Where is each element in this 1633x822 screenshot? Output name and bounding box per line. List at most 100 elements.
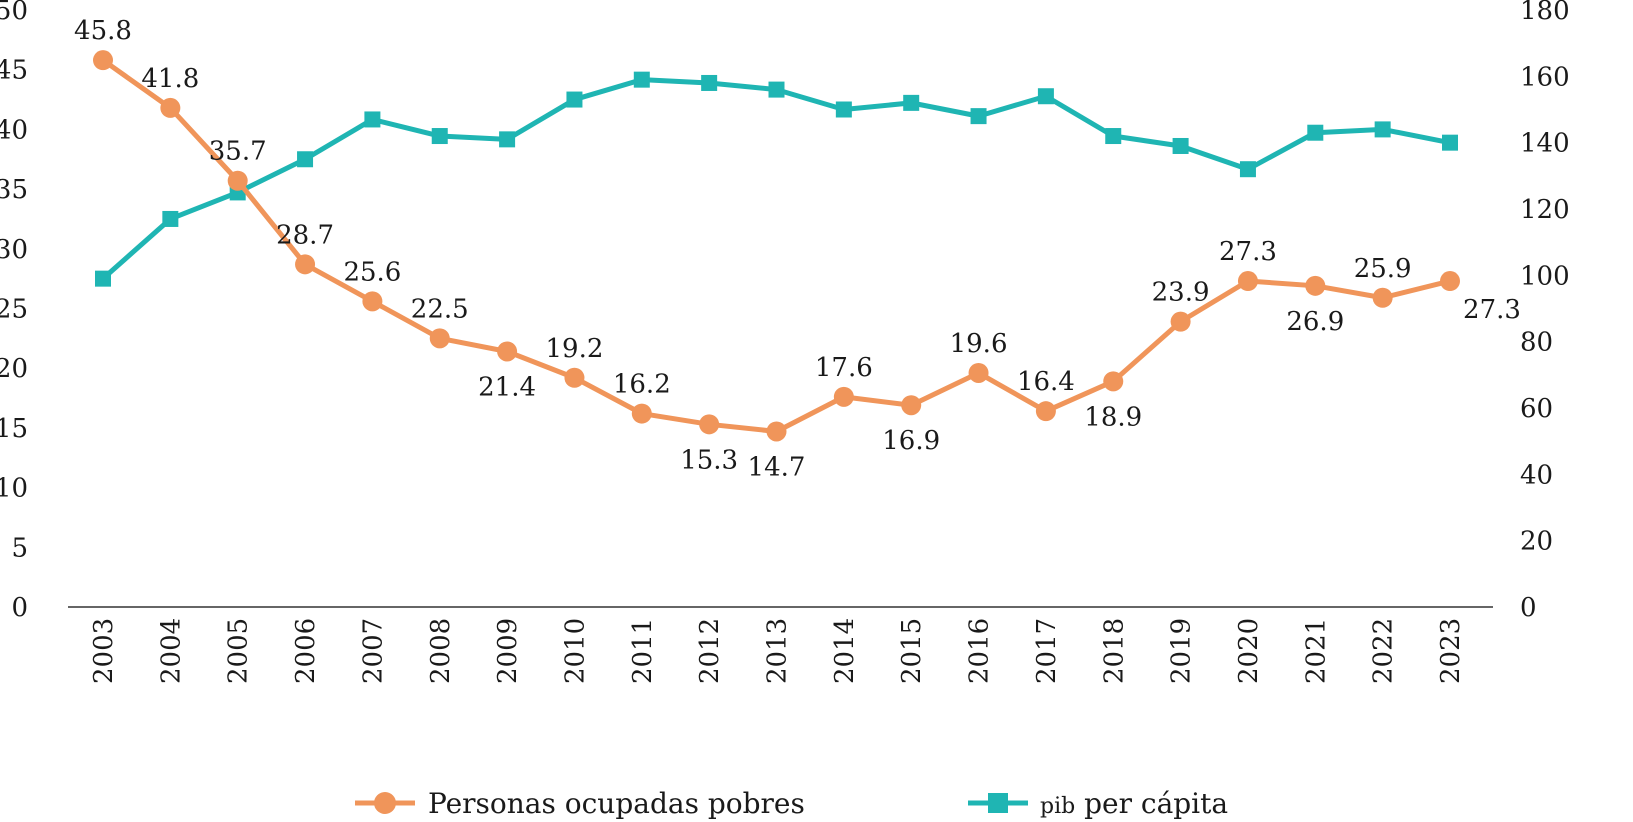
pib-point <box>835 101 852 118</box>
left-tick-label: 40 <box>0 115 28 145</box>
data-label: 27.3 <box>1463 295 1521 325</box>
personas-point <box>901 395 922 416</box>
right-tick-label: 140 <box>1520 129 1570 159</box>
pib-point <box>297 151 314 168</box>
pib-point <box>768 81 785 98</box>
x-tick-label: 2021 <box>1301 618 1331 684</box>
plot-area <box>93 50 1460 442</box>
data-label: 41.8 <box>141 64 199 94</box>
data-label: 28.7 <box>276 220 334 250</box>
x-tick-label: 2017 <box>1032 618 1062 684</box>
left-tick-label: 20 <box>0 354 28 384</box>
x-tick-label: 2016 <box>965 618 995 684</box>
personas-point <box>160 97 181 118</box>
pib-point <box>1374 121 1391 138</box>
right-tick-label: 120 <box>1520 195 1570 225</box>
right-tick-label: 80 <box>1520 328 1553 358</box>
pib-point <box>903 94 920 111</box>
pib-point <box>95 270 111 287</box>
pib-point <box>1307 124 1324 141</box>
personas-point <box>699 414 720 435</box>
x-tick-label: 2022 <box>1369 618 1399 684</box>
x-tick-label: 2010 <box>560 618 590 684</box>
legend-label-pib: pib per cápita <box>1040 787 1228 820</box>
x-tick-label: 2008 <box>426 618 456 684</box>
right-tick-label: 100 <box>1520 261 1570 291</box>
personas-point <box>1103 371 1124 392</box>
data-label: 16.9 <box>882 426 940 456</box>
right-tick-label: 160 <box>1520 62 1570 92</box>
x-tick-label: 2005 <box>224 618 254 684</box>
right-tick-label: 180 <box>1520 0 1570 26</box>
data-label: 26.9 <box>1286 307 1344 337</box>
legend-label-personas: Personas ocupadas pobres <box>428 787 805 820</box>
left-tick-label: 35 <box>0 175 28 205</box>
x-tick-label: 2011 <box>628 618 658 684</box>
data-label: 23.9 <box>1152 278 1210 308</box>
legend-label-pib-prefix: pib <box>1040 794 1075 819</box>
data-label: 25.6 <box>343 257 401 287</box>
pib-point <box>1442 134 1458 151</box>
left-tick-label: 5 <box>11 533 28 563</box>
data-label: 21.4 <box>478 372 536 402</box>
left-tick-label: 15 <box>0 414 28 444</box>
legend-marker-pib <box>988 793 1008 813</box>
pib-point <box>499 131 516 148</box>
personas-point <box>1305 275 1326 296</box>
personas-point <box>1035 401 1056 422</box>
x-tick-label: 2020 <box>1234 618 1264 684</box>
x-tick-label: 2012 <box>695 618 725 684</box>
pib-point <box>633 71 650 88</box>
right-tick-label: 60 <box>1520 394 1553 424</box>
data-label: 14.7 <box>748 452 806 482</box>
personas-point <box>968 362 989 383</box>
left-tick-label: 0 <box>11 593 28 623</box>
left-tick-label: 45 <box>0 56 28 86</box>
pib-point <box>1239 161 1256 178</box>
pib-point <box>701 74 718 91</box>
pib-point <box>566 91 583 108</box>
data-label: 15.3 <box>680 445 738 475</box>
left-tick-label: 10 <box>0 474 28 504</box>
personas-point <box>564 367 585 388</box>
pib-point <box>1172 137 1189 154</box>
personas-point <box>227 170 248 191</box>
data-label: 16.4 <box>1017 367 1075 397</box>
left-tick-label: 25 <box>0 295 28 325</box>
personas-point <box>631 403 652 424</box>
personas-point <box>1372 287 1393 308</box>
legend-label-pib-rest: per cápita <box>1075 787 1228 820</box>
data-label: 27.3 <box>1219 237 1277 267</box>
data-label: 18.9 <box>1084 402 1142 432</box>
data-label: 22.5 <box>411 294 469 324</box>
right-tick-label: 0 <box>1520 593 1537 623</box>
legend: Personas ocupadas pobres pib per cápita <box>355 787 1228 820</box>
left-axis: 0 5 10 15 20 25 30 35 40 45 50 <box>0 0 28 623</box>
personas-point <box>1440 271 1460 292</box>
data-label: 19.2 <box>546 334 604 364</box>
x-tick-label: 2009 <box>493 618 523 684</box>
right-tick-label: 20 <box>1520 527 1553 557</box>
x-tick-label: 2003 <box>89 618 119 684</box>
x-tick-label: 2004 <box>156 618 186 684</box>
x-tick-label: 2019 <box>1167 618 1197 684</box>
pib-point <box>431 128 448 145</box>
left-tick-label: 30 <box>0 235 28 265</box>
data-label: 19.6 <box>950 329 1008 359</box>
x-tick-label: 2023 <box>1436 618 1466 684</box>
personas-point <box>833 386 854 407</box>
right-axis: 0 20 40 60 80 100 120 140 160 180 <box>1520 0 1570 623</box>
x-tick-label: 2015 <box>897 618 927 684</box>
data-label: 25.9 <box>1354 254 1412 284</box>
personas-point <box>362 291 383 312</box>
x-tick-label: 2006 <box>291 618 321 684</box>
personas-point <box>497 341 518 362</box>
data-label: 17.6 <box>815 353 873 383</box>
data-labels: 45.8 41.8 35.7 28.7 25.6 22.5 21.4 19.2 16.2 15.3… <box>74 16 1521 482</box>
personas-point <box>93 50 113 71</box>
pib-point <box>162 210 179 227</box>
data-label: 16.2 <box>613 370 671 400</box>
pib-point <box>1105 128 1122 145</box>
personas-point <box>766 421 787 442</box>
